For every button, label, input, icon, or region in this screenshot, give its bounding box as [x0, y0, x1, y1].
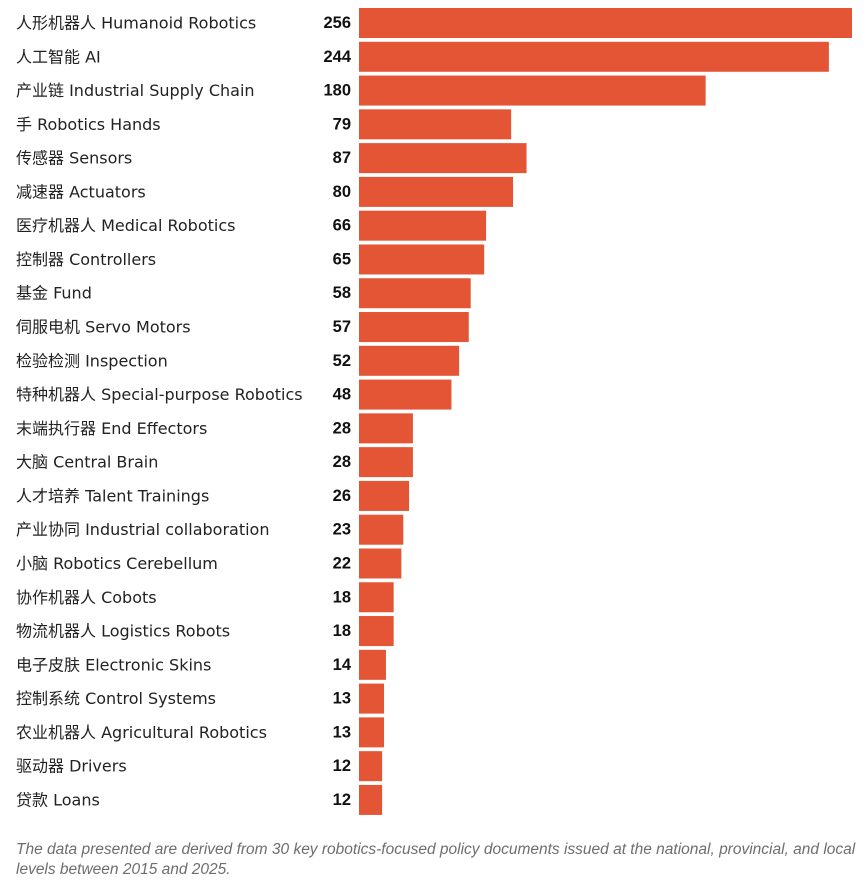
value-label: 180	[323, 82, 351, 100]
value-label: 12	[333, 757, 351, 775]
category-label: 手 Robotics Hands	[16, 115, 161, 134]
value-label: 28	[333, 453, 351, 471]
category-label: 驱动器 Drivers	[16, 757, 127, 776]
chart-footnote: The data presented are derived from 30 k…	[16, 841, 856, 878]
category-label: 末端执行器 End Effectors	[16, 419, 207, 438]
bar	[359, 514, 404, 545]
bar	[359, 278, 471, 309]
category-label: 特种机器人 Special-purpose Robotics	[16, 385, 303, 404]
bar	[359, 447, 413, 478]
category-label: 传感器 Sensors	[16, 149, 132, 168]
category-label: 物流机器人 Logistics Robots	[16, 622, 230, 641]
value-label: 244	[323, 48, 351, 66]
category-label: 检验检测 Inspection	[16, 351, 168, 370]
value-label: 66	[333, 217, 351, 235]
value-label: 58	[333, 284, 351, 302]
bar	[359, 649, 386, 680]
category-label: 农业机器人 Agricultural Robotics	[16, 723, 267, 742]
bar	[359, 751, 383, 782]
bar	[359, 109, 512, 140]
category-label: 减速器 Actuators	[16, 182, 146, 201]
bar	[359, 244, 485, 275]
bar-chart: 人形机器人 Humanoid Robotics 256 人工智能 AI 244 产业链 …	[16, 8, 852, 815]
value-label: 13	[333, 723, 351, 741]
value-label: 87	[333, 149, 351, 167]
category-label: 电子皮肤 Electronic Skins	[16, 655, 211, 674]
value-label: 65	[333, 250, 351, 268]
value-label: 18	[333, 588, 351, 606]
category-label: 控制系统 Control Systems	[16, 689, 216, 708]
category-label: 大脑 Central Brain	[16, 453, 158, 472]
value-label: 14	[333, 656, 352, 674]
value-label: 13	[333, 690, 351, 708]
bar	[359, 379, 452, 410]
value-label: 28	[333, 419, 351, 437]
value-label: 22	[333, 554, 351, 572]
category-label: 协作机器人 Cobots	[16, 588, 157, 607]
bar	[359, 143, 527, 174]
category-label: 人工智能 AI	[16, 47, 101, 66]
bar	[359, 8, 852, 38]
value-label: 80	[333, 183, 351, 201]
value-label: 256	[323, 14, 351, 32]
category-label: 人才培养 Talent Trainings	[16, 486, 209, 505]
category-label: 基金 Fund	[16, 284, 92, 303]
bar	[359, 75, 706, 106]
bar	[359, 683, 385, 714]
bar	[359, 345, 460, 376]
bar	[359, 582, 394, 613]
bar	[359, 210, 487, 241]
category-label: 控制器 Controllers	[16, 250, 156, 269]
value-label: 52	[333, 352, 351, 370]
value-label: 79	[333, 115, 351, 133]
category-label: 人形机器人 Humanoid Robotics	[16, 14, 256, 33]
bar	[359, 616, 394, 647]
category-label: 贷款 Loans	[16, 790, 100, 809]
value-label: 26	[333, 487, 351, 505]
category-label: 小脑 Robotics Cerebellum	[16, 554, 218, 573]
category-label: 产业链 Industrial Supply Chain	[16, 81, 255, 100]
category-label: 伺服电机 Servo Motors	[16, 318, 191, 337]
bar	[359, 784, 383, 815]
bar	[359, 480, 410, 511]
value-label: 57	[333, 318, 351, 336]
bar	[359, 413, 413, 444]
value-label: 48	[333, 386, 351, 404]
bar	[359, 312, 469, 343]
bar	[359, 717, 385, 748]
category-label: 产业协同 Industrial collaboration	[16, 520, 269, 539]
bar	[359, 176, 514, 207]
bar	[359, 41, 829, 72]
category-label: 医疗机器人 Medical Robotics	[16, 216, 235, 235]
value-label: 12	[333, 791, 351, 809]
value-label: 18	[333, 622, 351, 640]
value-label: 23	[333, 521, 351, 539]
bar	[359, 548, 402, 579]
